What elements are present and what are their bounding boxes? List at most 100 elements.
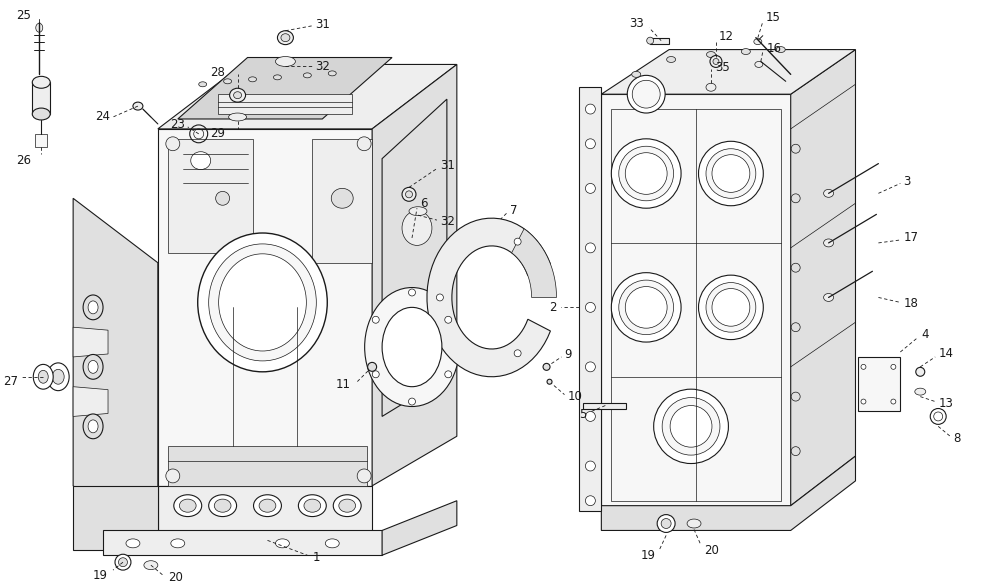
Ellipse shape bbox=[706, 51, 715, 57]
Ellipse shape bbox=[88, 301, 98, 314]
Polygon shape bbox=[73, 327, 108, 357]
Ellipse shape bbox=[298, 495, 326, 517]
Ellipse shape bbox=[372, 371, 379, 378]
Polygon shape bbox=[372, 64, 457, 486]
Ellipse shape bbox=[585, 412, 595, 422]
Ellipse shape bbox=[687, 519, 701, 528]
Ellipse shape bbox=[402, 211, 432, 245]
Ellipse shape bbox=[191, 152, 211, 169]
Ellipse shape bbox=[304, 499, 321, 512]
Ellipse shape bbox=[198, 233, 327, 372]
Text: 16: 16 bbox=[767, 42, 782, 55]
Ellipse shape bbox=[52, 369, 64, 384]
Text: 2: 2 bbox=[549, 301, 557, 314]
Polygon shape bbox=[218, 94, 352, 114]
Ellipse shape bbox=[406, 191, 412, 198]
Text: 10: 10 bbox=[567, 390, 582, 403]
Ellipse shape bbox=[333, 495, 361, 517]
Ellipse shape bbox=[514, 350, 521, 357]
Polygon shape bbox=[579, 87, 601, 510]
Polygon shape bbox=[168, 446, 367, 486]
Text: 8: 8 bbox=[953, 432, 961, 445]
Text: 14: 14 bbox=[938, 347, 953, 360]
Ellipse shape bbox=[585, 496, 595, 506]
Ellipse shape bbox=[755, 61, 763, 67]
Ellipse shape bbox=[791, 144, 800, 153]
Ellipse shape bbox=[791, 447, 800, 456]
Ellipse shape bbox=[916, 367, 925, 376]
Text: 31: 31 bbox=[315, 18, 330, 32]
Ellipse shape bbox=[891, 364, 896, 369]
Ellipse shape bbox=[585, 362, 595, 372]
Ellipse shape bbox=[611, 273, 681, 342]
Ellipse shape bbox=[229, 113, 247, 121]
Ellipse shape bbox=[585, 461, 595, 471]
Polygon shape bbox=[158, 64, 457, 129]
Ellipse shape bbox=[741, 48, 750, 54]
Ellipse shape bbox=[339, 499, 356, 512]
Ellipse shape bbox=[543, 363, 550, 370]
Text: 5: 5 bbox=[579, 408, 586, 421]
Ellipse shape bbox=[754, 39, 762, 44]
Ellipse shape bbox=[171, 539, 185, 548]
Polygon shape bbox=[168, 139, 253, 253]
Ellipse shape bbox=[216, 192, 230, 205]
Ellipse shape bbox=[83, 354, 103, 379]
Ellipse shape bbox=[209, 244, 316, 361]
Ellipse shape bbox=[514, 238, 521, 245]
Ellipse shape bbox=[325, 539, 339, 548]
Ellipse shape bbox=[126, 539, 140, 548]
Ellipse shape bbox=[209, 495, 237, 517]
Ellipse shape bbox=[861, 399, 866, 404]
Ellipse shape bbox=[611, 139, 681, 208]
Text: 13: 13 bbox=[938, 397, 953, 410]
Text: 33: 33 bbox=[629, 18, 644, 30]
Ellipse shape bbox=[133, 102, 143, 110]
Ellipse shape bbox=[368, 363, 377, 371]
Ellipse shape bbox=[115, 554, 131, 570]
Ellipse shape bbox=[214, 499, 231, 512]
Text: 24: 24 bbox=[95, 110, 110, 123]
Ellipse shape bbox=[585, 104, 595, 114]
Ellipse shape bbox=[303, 73, 311, 78]
Ellipse shape bbox=[219, 254, 306, 351]
Ellipse shape bbox=[88, 420, 98, 433]
Polygon shape bbox=[32, 82, 50, 114]
Text: 28: 28 bbox=[210, 66, 225, 79]
Ellipse shape bbox=[36, 23, 43, 32]
Polygon shape bbox=[512, 229, 557, 297]
Text: 23: 23 bbox=[170, 119, 185, 131]
Ellipse shape bbox=[281, 34, 290, 41]
Text: 18: 18 bbox=[903, 297, 918, 310]
Ellipse shape bbox=[647, 37, 654, 44]
Ellipse shape bbox=[915, 388, 926, 395]
Ellipse shape bbox=[234, 92, 242, 99]
Polygon shape bbox=[382, 99, 447, 416]
Ellipse shape bbox=[824, 189, 834, 197]
Ellipse shape bbox=[402, 187, 416, 201]
Ellipse shape bbox=[38, 370, 48, 383]
Ellipse shape bbox=[32, 77, 50, 88]
Ellipse shape bbox=[791, 323, 800, 332]
Polygon shape bbox=[858, 357, 900, 412]
Ellipse shape bbox=[409, 207, 427, 215]
Ellipse shape bbox=[712, 288, 750, 326]
Polygon shape bbox=[73, 387, 108, 416]
Text: 20: 20 bbox=[704, 544, 719, 557]
Ellipse shape bbox=[199, 82, 207, 87]
Ellipse shape bbox=[706, 84, 716, 91]
Ellipse shape bbox=[713, 58, 719, 64]
Ellipse shape bbox=[632, 71, 641, 77]
Ellipse shape bbox=[776, 47, 785, 53]
Ellipse shape bbox=[436, 294, 443, 301]
Ellipse shape bbox=[619, 146, 674, 201]
Ellipse shape bbox=[547, 379, 552, 384]
Text: 26: 26 bbox=[16, 154, 31, 167]
Text: 15: 15 bbox=[766, 11, 781, 25]
Ellipse shape bbox=[627, 75, 665, 113]
Ellipse shape bbox=[409, 289, 415, 296]
Ellipse shape bbox=[585, 139, 595, 149]
Text: 20: 20 bbox=[168, 571, 183, 583]
Text: 19: 19 bbox=[93, 569, 108, 582]
Polygon shape bbox=[583, 402, 626, 409]
